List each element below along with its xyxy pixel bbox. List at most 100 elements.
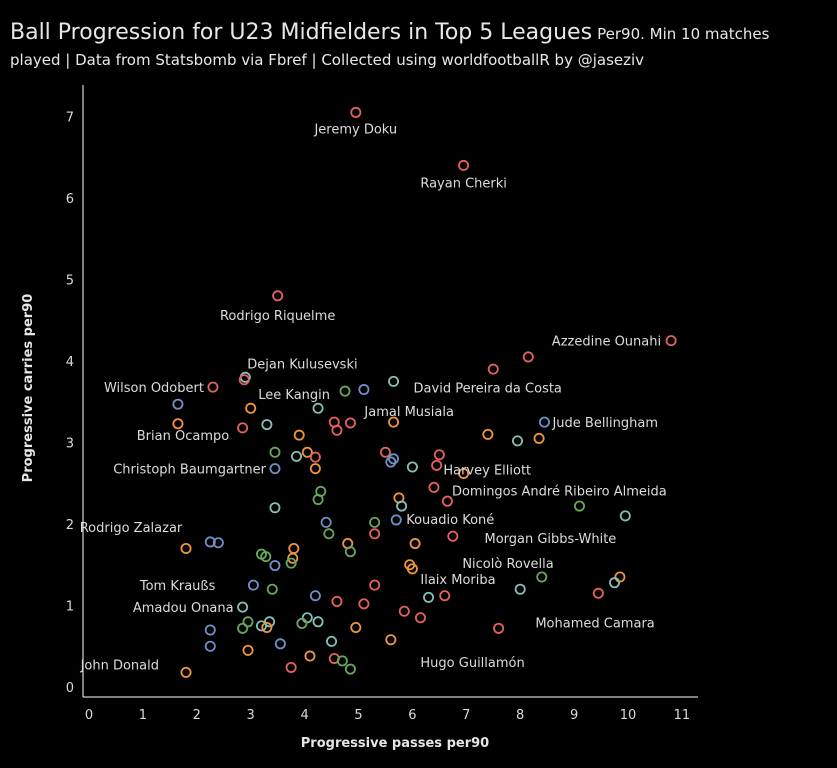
data-point (369, 528, 381, 540)
point-label: Amadou Onana (133, 601, 234, 616)
data-point (458, 159, 470, 171)
y-tick-label: 2 (66, 518, 74, 533)
point-label: Morgan Gibbs-White (484, 532, 616, 547)
data-point (665, 335, 677, 347)
data-point (396, 500, 408, 512)
data-point (388, 375, 400, 387)
data-point (172, 398, 184, 410)
data-point (180, 542, 192, 554)
data-point (339, 385, 351, 397)
points-group (172, 106, 677, 678)
point-label: Rayan Cherki (420, 176, 507, 191)
x-tick-label: 0 (85, 708, 93, 723)
data-point (369, 579, 381, 591)
data-point (369, 516, 381, 528)
data-point (204, 536, 216, 548)
data-point (614, 571, 626, 583)
point-label: Harvey Elliott (443, 464, 531, 479)
data-point (312, 616, 324, 628)
data-point (358, 384, 370, 396)
data-point (379, 446, 391, 458)
data-point (428, 481, 440, 493)
x-axis-label: Progressive passes per90 (301, 736, 489, 751)
data-point (269, 560, 281, 572)
data-point (573, 500, 585, 512)
data-point (285, 661, 297, 673)
point-label: Christoph Baumgartner (113, 463, 266, 478)
point-label: Rodrigo Riquelme (220, 309, 335, 324)
chart-title-line: Ball Progression for U23 Midfielders in … (10, 18, 830, 49)
data-point (269, 502, 281, 514)
data-point (293, 429, 305, 441)
data-point (512, 435, 524, 447)
point-label: Mohamed Camara (535, 616, 654, 631)
data-point (237, 422, 249, 434)
data-point (237, 601, 249, 613)
x-tick-label: 1 (139, 708, 147, 723)
data-point (238, 374, 250, 386)
data-point (172, 418, 184, 430)
y-axis-label: Progressive carries per90 (21, 294, 36, 483)
y-tick-label: 5 (66, 274, 74, 289)
point-label: Domingos André Ribeiro Almeida (452, 484, 667, 499)
data-point (388, 416, 400, 428)
data-point (261, 419, 273, 431)
data-point (447, 530, 459, 542)
data-point (522, 351, 534, 363)
data-point (285, 557, 297, 569)
data-point (390, 514, 402, 526)
point-label: Lee Kangin (258, 388, 330, 403)
y-tick-label: 1 (66, 600, 74, 615)
data-point (260, 551, 272, 563)
x-tick-label: 6 (408, 708, 416, 723)
data-point (344, 546, 356, 558)
point-label: Rodrigo Zalazar (80, 521, 183, 536)
data-point (242, 644, 254, 656)
data-point (180, 666, 192, 678)
point-label: Jamal Musiala (363, 405, 454, 420)
point-label: Jeremy Doku (313, 122, 397, 137)
data-point (291, 450, 303, 462)
point-label: Brian Ocampo (137, 429, 229, 444)
x-tick-label: 8 (516, 708, 524, 723)
y-tick-label: 6 (66, 192, 74, 207)
point-label: Hugo Guillamón (420, 656, 524, 671)
data-point (439, 590, 451, 602)
data-point (245, 402, 257, 414)
data-point (592, 587, 604, 599)
data-point (344, 663, 356, 675)
data-point (312, 494, 324, 506)
point-label: Dejan Kulusevski (247, 357, 357, 372)
data-point (414, 612, 426, 624)
chart-title: Ball Progression for U23 Midfielders in … (10, 20, 593, 45)
data-point (344, 417, 356, 429)
x-tick-label: 9 (570, 708, 578, 723)
point-label: Jude Bellingham (551, 416, 658, 431)
point-label: Tom Kraußs (139, 579, 216, 594)
data-point (323, 528, 335, 540)
data-point (326, 635, 338, 647)
data-point (212, 537, 224, 549)
data-point (266, 583, 278, 595)
data-point (247, 579, 259, 591)
chart-title-block: Ball Progression for U23 Midfielders in … (10, 18, 830, 69)
point-label: Ilaix Moriba (420, 573, 495, 588)
data-point (514, 583, 526, 595)
point-label: John Donald (80, 658, 159, 673)
data-point (423, 591, 435, 603)
data-point (441, 495, 453, 507)
data-point (493, 622, 505, 634)
y-tick-label: 0 (66, 681, 74, 696)
point-labels-group: Jeremy Doku Rayan Cherki Rodrigo Riquelme A… (80, 122, 667, 673)
data-point (433, 449, 445, 461)
data-point (336, 655, 348, 667)
data-point (304, 650, 316, 662)
data-point (309, 463, 321, 475)
data-point (536, 571, 548, 583)
x-tick-label: 7 (462, 708, 470, 723)
data-point (309, 451, 321, 463)
data-point (264, 616, 276, 628)
data-point (406, 461, 418, 473)
x-tick-label: 10 (620, 708, 637, 723)
